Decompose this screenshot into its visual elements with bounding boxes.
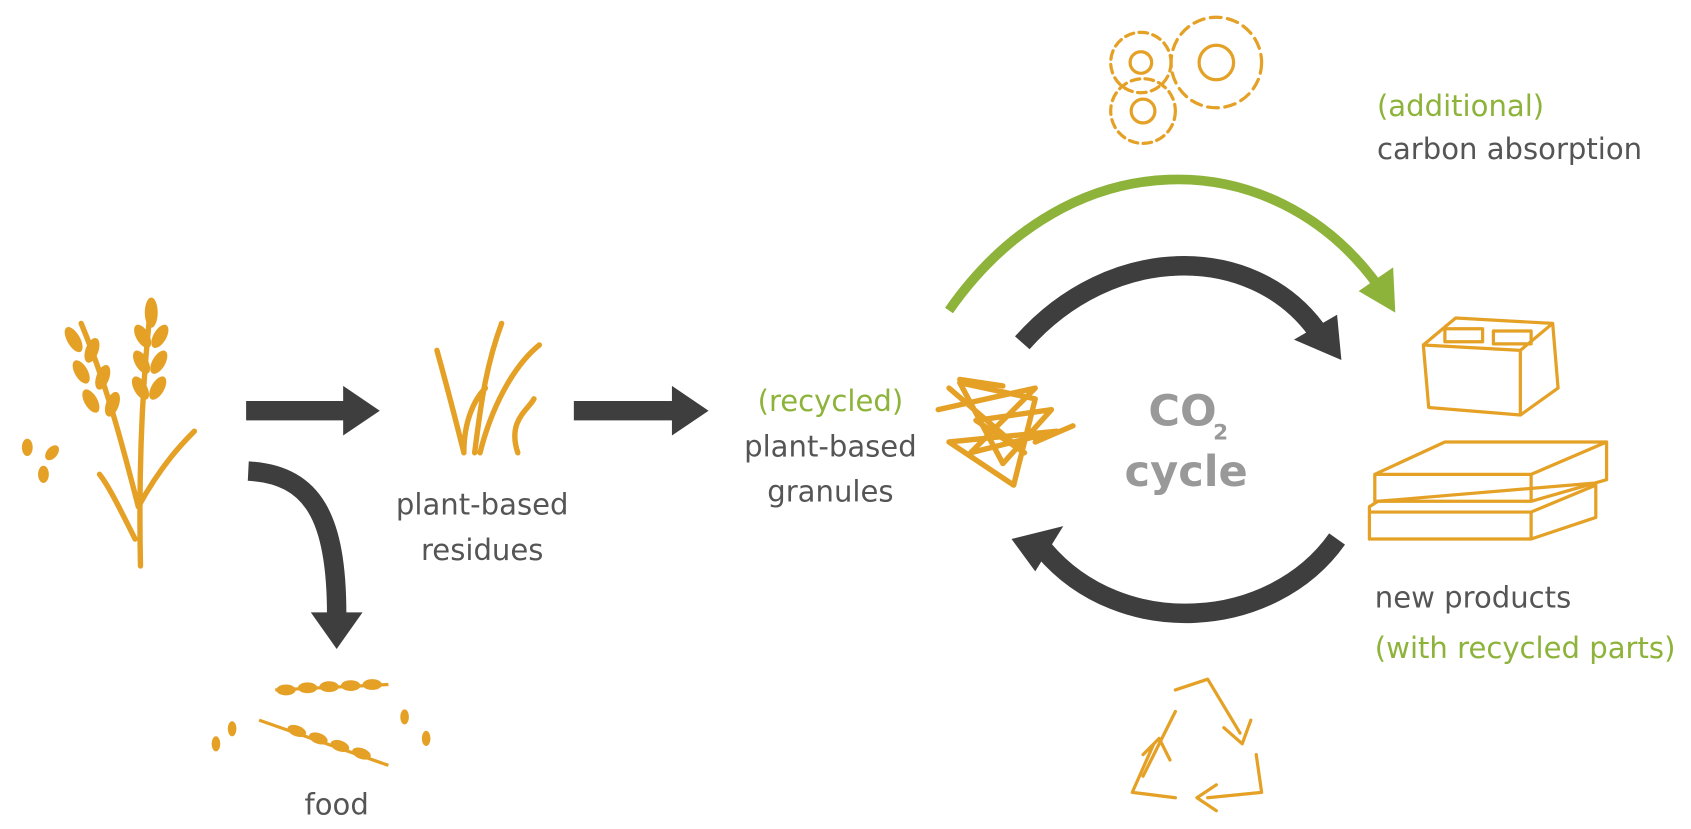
products-icon [1369,318,1606,539]
qualifier: (recycled) [758,384,904,418]
recycle-icon [1132,679,1261,811]
label: food [305,787,369,821]
arrow [248,471,336,614]
arrow [949,179,1378,310]
cycle-label: cycle [1125,447,1248,497]
label: carbon absorption [1377,132,1642,166]
diagram: (additional) carbon absorption plant-bas… [0,0,1691,829]
arrow [1022,266,1315,343]
label: plant-based [744,429,917,463]
granules-icon [938,379,1073,485]
arrow [1044,539,1337,613]
food-icon [212,679,431,765]
qualifier: (with recycled parts) [1375,631,1676,665]
label: new products [1375,580,1571,614]
wheat-icon [22,298,194,566]
residues-icon [437,323,539,452]
gears-icon [1111,17,1262,143]
cycle-subscript: 2 [1213,420,1228,445]
label: plant-based [396,488,569,522]
label: granules [767,475,893,509]
cycle-co: CO [1148,386,1216,436]
arrow-head [311,612,363,649]
label: residues [421,533,543,567]
qualifier: (additional) [1377,89,1544,123]
arrow-head [672,386,709,436]
arrow-head [343,386,380,436]
page: {"carbon_absorption": {"qualifier": "(ad… [0,0,1691,829]
